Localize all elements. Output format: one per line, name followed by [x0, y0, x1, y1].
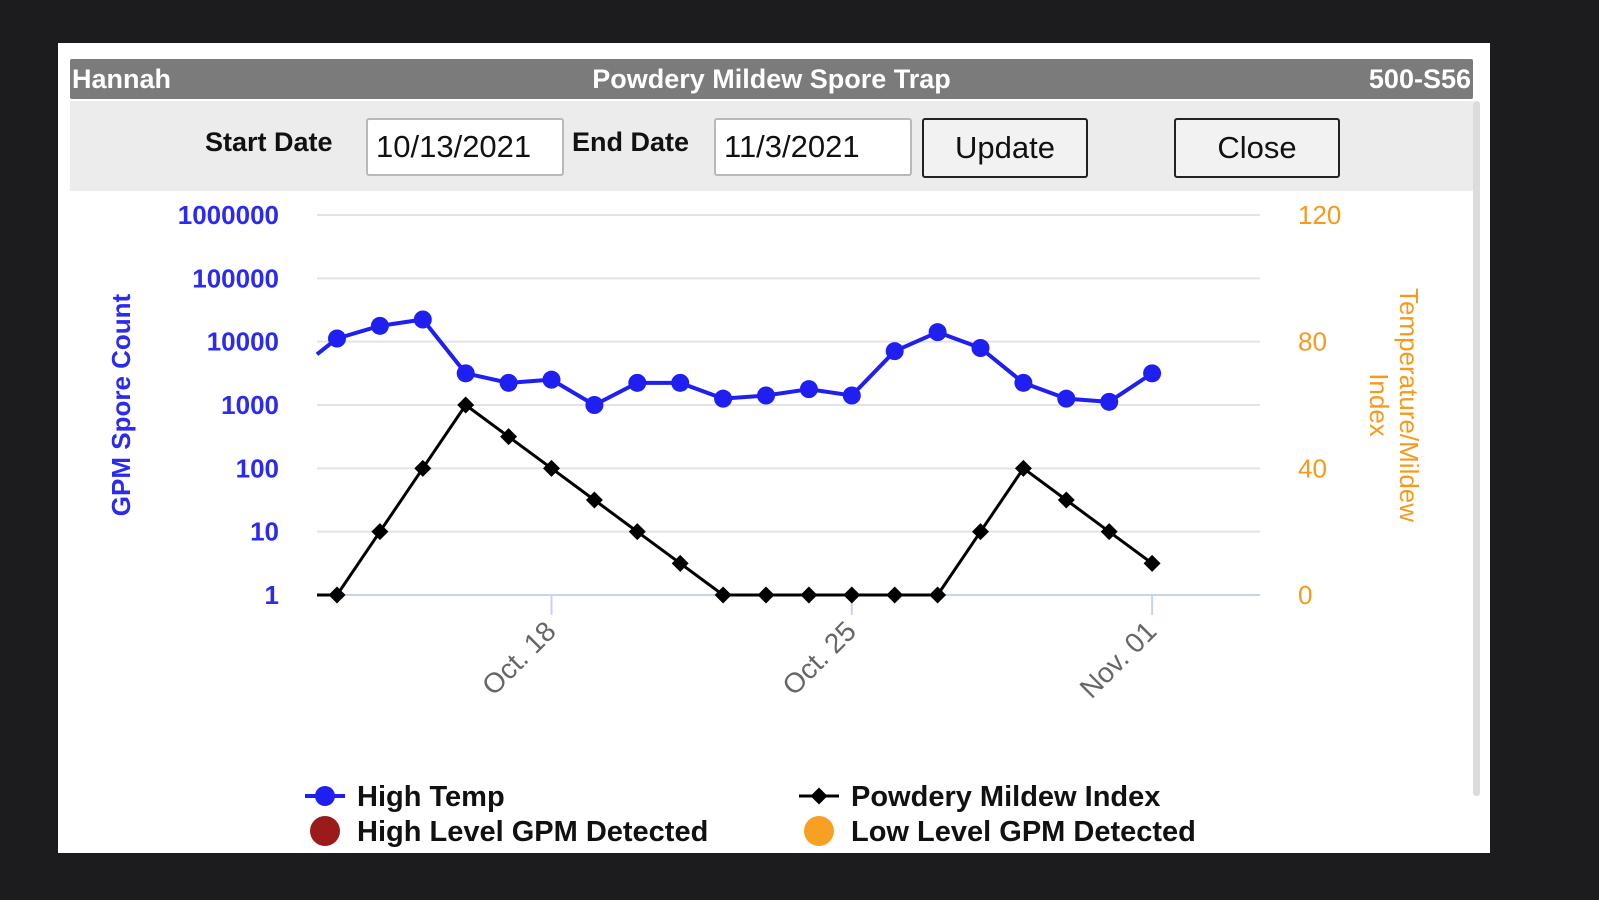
- station-id: 500-S56: [1368, 64, 1471, 94]
- series-layer: [315, 310, 1162, 604]
- dialog-scrollbar[interactable]: [1473, 101, 1480, 796]
- mildew-index-point: [714, 586, 732, 604]
- mildew-index-point: [929, 586, 947, 604]
- mildew-index-point: [800, 586, 818, 604]
- mildew-index-point: [757, 586, 775, 604]
- high-temp-point: [714, 389, 733, 408]
- mildew-index-point: [371, 523, 389, 541]
- right-axis-tick-label: 40: [1298, 453, 1327, 483]
- mildew-index-point: [500, 428, 518, 446]
- left-axis-tick-label: 1: [265, 580, 279, 610]
- high-temp-point: [499, 373, 518, 392]
- right-axis-tick-label: 0: [1298, 580, 1312, 610]
- high-temp-point: [671, 373, 690, 392]
- mildew-index-point: [543, 459, 560, 477]
- mildew-index-point: [414, 459, 432, 477]
- legend-label: Powdery Mildew Index: [851, 781, 1160, 813]
- high-temp-point: [799, 380, 818, 399]
- high-temp-point: [885, 342, 904, 361]
- mildew-index-point: [328, 586, 346, 604]
- start-date-label: Start Date: [205, 127, 333, 157]
- mildew-index-point: [1057, 491, 1075, 509]
- start-date-input[interactable]: [366, 118, 564, 176]
- high-temp-line: [315, 317, 1154, 407]
- left-axis-tick-label: 10: [250, 517, 279, 547]
- spore-chart: 1 10 100 1000 10000 100000 1000000 0 40 80 120 GPM …: [106, 200, 1424, 848]
- left-axis-tick-label: 100000: [192, 263, 279, 293]
- legend-label: High Temp: [357, 781, 505, 813]
- high-temp-point: [842, 386, 861, 405]
- high-temp-point: [585, 396, 604, 414]
- legend-symbol-dot: [804, 816, 834, 846]
- high-temp-point: [1014, 373, 1033, 392]
- dialog-title-bar: Hannah Powdery Mildew Spore Trap 500-S56: [70, 59, 1473, 99]
- left-axis-tick-label: 1000: [221, 390, 279, 420]
- high-temp-point: [1057, 389, 1076, 408]
- left-axis-tick-label: 100: [236, 453, 279, 483]
- high-temp-point: [971, 339, 990, 357]
- high-temp-point: [370, 316, 389, 335]
- high-temp-point: [413, 310, 432, 329]
- legend-symbol-marker: [810, 787, 828, 805]
- axis-layer: 1 10 100 1000 10000 100000 1000000 0 40 80 120 GPM …: [106, 200, 1424, 704]
- mildew-index-point: [457, 396, 475, 414]
- right-axis-tick-label: 80: [1298, 327, 1327, 357]
- mildew-index-point: [972, 523, 989, 541]
- dialog-title: Powdery Mildew Spore Trap: [592, 64, 951, 94]
- high-temp-point: [628, 373, 647, 392]
- left-axis-tick-label: 10000: [207, 327, 279, 357]
- mildew-index-point: [585, 491, 603, 509]
- legend-layer: High Temp Powdery Mildew Index High Level …: [305, 781, 1196, 848]
- left-axis-title: GPM Spore Count: [106, 293, 136, 516]
- update-button[interactable]: Update: [922, 118, 1088, 178]
- high-temp-point: [542, 370, 561, 389]
- high-temp-point: [757, 386, 775, 405]
- high-temp-point: [928, 323, 947, 342]
- close-button[interactable]: Close: [1174, 118, 1340, 178]
- x-axis-tick-label: Nov. 01: [1074, 615, 1163, 704]
- end-date-input[interactable]: [714, 118, 912, 176]
- mildew-index-point: [843, 586, 861, 604]
- right-axis-title: Temperature/MildewIndex: [1364, 288, 1424, 522]
- mildew-index-point: [1143, 554, 1161, 572]
- end-date-label: End Date: [572, 127, 690, 157]
- mildew-index-point: [671, 554, 689, 572]
- legend-label: Low Level GPM Detected: [851, 816, 1196, 848]
- right-axis-title-line: Temperature/Mildew: [1394, 288, 1424, 522]
- legend-symbol-marker: [315, 786, 335, 806]
- station-name: Hannah: [72, 64, 172, 94]
- legend-label: High Level GPM Detected: [357, 816, 708, 848]
- left-axis-tick-label: 1000000: [178, 200, 279, 230]
- x-axis-tick-label: Oct. 18: [476, 615, 562, 701]
- high-temp-point: [1100, 392, 1119, 411]
- x-axis-tick-label: Oct. 25: [776, 615, 862, 701]
- mildew-index-point: [628, 523, 646, 541]
- high-temp-point: [456, 364, 475, 383]
- spore-trap-dialog: Hannah Powdery Mildew Spore Trap 500-S56…: [58, 43, 1490, 853]
- date-range-toolbar: Start Date End Date Update Close: [70, 101, 1473, 191]
- high-temp-point: [328, 329, 346, 348]
- mildew-index-point: [886, 586, 904, 604]
- right-axis-title-line: Index: [1364, 373, 1394, 437]
- legend-symbol-dot: [310, 816, 340, 846]
- mildew-index-line: [317, 403, 1153, 597]
- right-axis-tick-label: 120: [1298, 200, 1341, 230]
- high-temp-point: [1143, 364, 1162, 383]
